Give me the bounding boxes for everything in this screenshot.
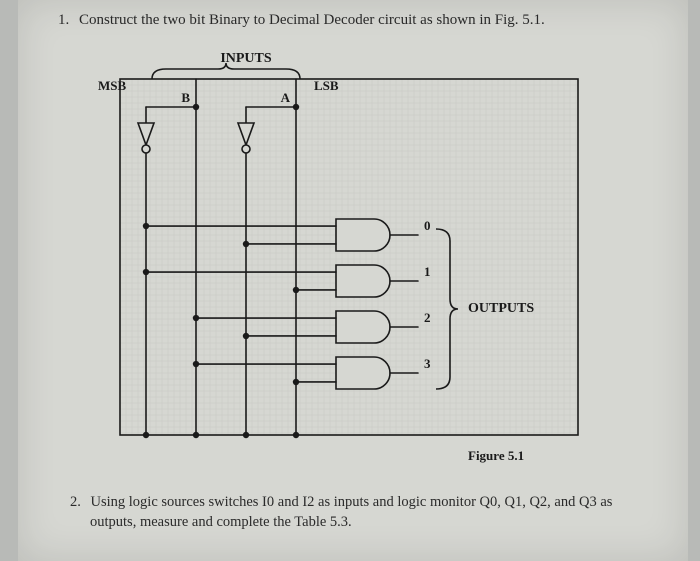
question-2-number: 2. (70, 494, 81, 510)
svg-text:3: 3 (424, 356, 431, 371)
question-1: 1. Construct the two bit Binary to Decim… (58, 12, 660, 29)
svg-text:OUTPUTS: OUTPUTS (468, 301, 534, 316)
svg-text:MSB: MSB (98, 78, 127, 93)
svg-text:B: B (181, 90, 190, 105)
question-1-text: Construct the two bit Binary to Decimal … (79, 12, 545, 28)
svg-text:Figure 5.1: Figure 5.1 (468, 448, 524, 463)
svg-text:2: 2 (424, 310, 431, 325)
svg-text:INPUTS: INPUTS (220, 51, 272, 66)
decoder-circuit-diagram: INPUTS MSB LSB B A 0 1 2 3 OUTPUTS Figure 5.1 (68, 39, 628, 479)
question-2: 2. Using logic sources switches I0 and I… (58, 493, 660, 532)
page-surface: 1. Construct the two bit Binary to Decim… (18, 0, 688, 561)
svg-text:0: 0 (424, 218, 431, 233)
svg-text:1: 1 (424, 264, 431, 279)
question-2-text: Using logic sources switches I0 and I2 a… (90, 494, 612, 530)
question-1-number: 1. (58, 12, 69, 28)
svg-text:A: A (281, 90, 291, 105)
svg-text:LSB: LSB (314, 78, 339, 93)
